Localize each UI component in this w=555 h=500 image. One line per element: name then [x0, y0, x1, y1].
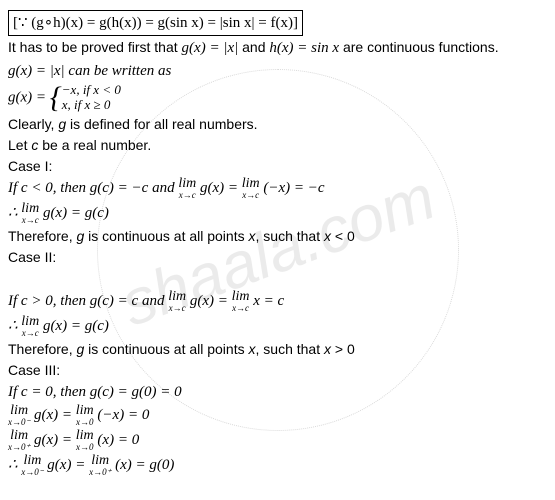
txt: Therefore, — [8, 228, 76, 244]
txt: g(x) = — [200, 180, 242, 196]
txt: g(x) = — [34, 407, 76, 423]
x: x — [249, 228, 256, 244]
hx: h(x) = sin x — [269, 40, 339, 56]
txt: (x) = g(0) — [115, 457, 174, 473]
txt: be a real number. — [38, 137, 151, 153]
case2-eq1: If c > 0, then g(c) = c and limx→c g(x) … — [8, 290, 547, 313]
limit: limx→0⁻ — [8, 404, 30, 427]
therefore: ∴ — [8, 457, 21, 473]
case3-lim-left: limx→0⁻ g(x) = limx→0 (−x) = 0 — [8, 404, 547, 427]
txt: is continuous at all points — [84, 341, 248, 357]
txt: x = c — [253, 293, 284, 309]
case3-eq0: If c = 0, then g(c) = g(0) = 0 — [8, 382, 547, 402]
piece-lhs: g(x) = — [8, 89, 50, 105]
case2-heading: Case II: — [8, 248, 547, 267]
case1-eq1: If c < 0, then g(c) = −c and limx→c g(x)… — [8, 177, 547, 200]
case2-concl: Therefore, g is continuous at all points… — [8, 340, 547, 359]
txt: , such that — [256, 228, 324, 244]
therefore: ∴ — [8, 318, 21, 334]
txt: < 0 — [331, 228, 355, 244]
spacer — [8, 269, 547, 288]
txt: Let — [8, 137, 31, 153]
case2-eq2: ∴ limx→c g(x) = g(c) — [8, 315, 547, 338]
x: x — [249, 341, 256, 357]
left-brace: { — [50, 83, 62, 113]
txt: g(x) = g(c) — [43, 205, 109, 221]
piecewise: { −x, if x < 0 x, if x ≥ 0 — [50, 83, 121, 113]
limit: limx→c — [21, 202, 39, 225]
limit: limx→0 — [76, 404, 94, 427]
limit: limx→c — [21, 315, 39, 338]
limit: limx→c — [242, 177, 260, 200]
therefore: ∴ — [8, 205, 21, 221]
txt: g(x) = — [190, 293, 232, 309]
txt: is continuous at all points — [84, 228, 248, 244]
intro-line: It has to be proved first that g(x) = |x… — [8, 38, 547, 58]
piece-row-2: x, if x ≥ 0 — [62, 98, 121, 112]
gx: g(x) = |x| — [182, 40, 239, 56]
limit: limx→c — [168, 290, 186, 313]
case1-heading: Case I: — [8, 157, 547, 176]
txt: If c < 0, then g(c) = −c and — [8, 180, 178, 196]
case1-concl: Therefore, g is continuous at all points… — [8, 227, 547, 246]
txt: , such that — [256, 341, 324, 357]
case3-concl: ∴ limx→0⁻ g(x) = limx→0⁺ (x) = g(0) — [8, 454, 547, 477]
x: x — [324, 228, 331, 244]
let-c-line: Let c be a real number. — [8, 136, 547, 155]
txt: (−x) = 0 — [97, 407, 149, 423]
txt: g(x) = — [34, 432, 76, 448]
txt: g(x) = — [47, 457, 89, 473]
piece-row-1: −x, if x < 0 — [62, 83, 121, 97]
txt: It has to be proved first that — [8, 39, 182, 55]
piecewise-def: g(x) = { −x, if x < 0 x, if x ≥ 0 — [8, 83, 547, 113]
case3-heading: Case III: — [8, 361, 547, 380]
txt: g(x) = g(c) — [43, 318, 109, 334]
txt: (−x) = −c — [263, 180, 324, 196]
limit: limx→c — [232, 290, 250, 313]
limit: limx→0 — [76, 429, 94, 452]
txt: is defined for all real numbers. — [66, 116, 257, 132]
eq-composition-box: [∵ (g∘h)(x) = g(h(x)) = g(sin x) = |sin … — [8, 10, 547, 36]
limit: limx→0⁺ — [89, 454, 111, 477]
clearly-line: Clearly, g is defined for all real numbe… — [8, 115, 547, 134]
txt: > 0 — [331, 341, 355, 357]
g: g — [58, 116, 66, 132]
case3-lim-right: limx→0⁺ g(x) = limx→0 (x) = 0 — [8, 429, 547, 452]
case1-eq2: ∴ limx→c g(x) = g(c) — [8, 202, 547, 225]
boxed-eq: [∵ (g∘h)(x) = g(h(x)) = g(sin x) = |sin … — [8, 10, 303, 36]
txt: (x) = 0 — [97, 432, 139, 448]
txt: and — [242, 39, 269, 55]
gx-abs: g(x) = |x| can be written as — [8, 61, 547, 81]
limit: limx→0⁺ — [8, 429, 30, 452]
limit: limx→c — [178, 177, 196, 200]
txt: If c > 0, then g(c) = c and — [8, 293, 168, 309]
txt: are continuous functions. — [343, 39, 499, 55]
limit: limx→0⁻ — [21, 454, 43, 477]
txt: Clearly, — [8, 116, 58, 132]
x: x — [324, 341, 331, 357]
txt: Therefore, — [8, 341, 76, 357]
